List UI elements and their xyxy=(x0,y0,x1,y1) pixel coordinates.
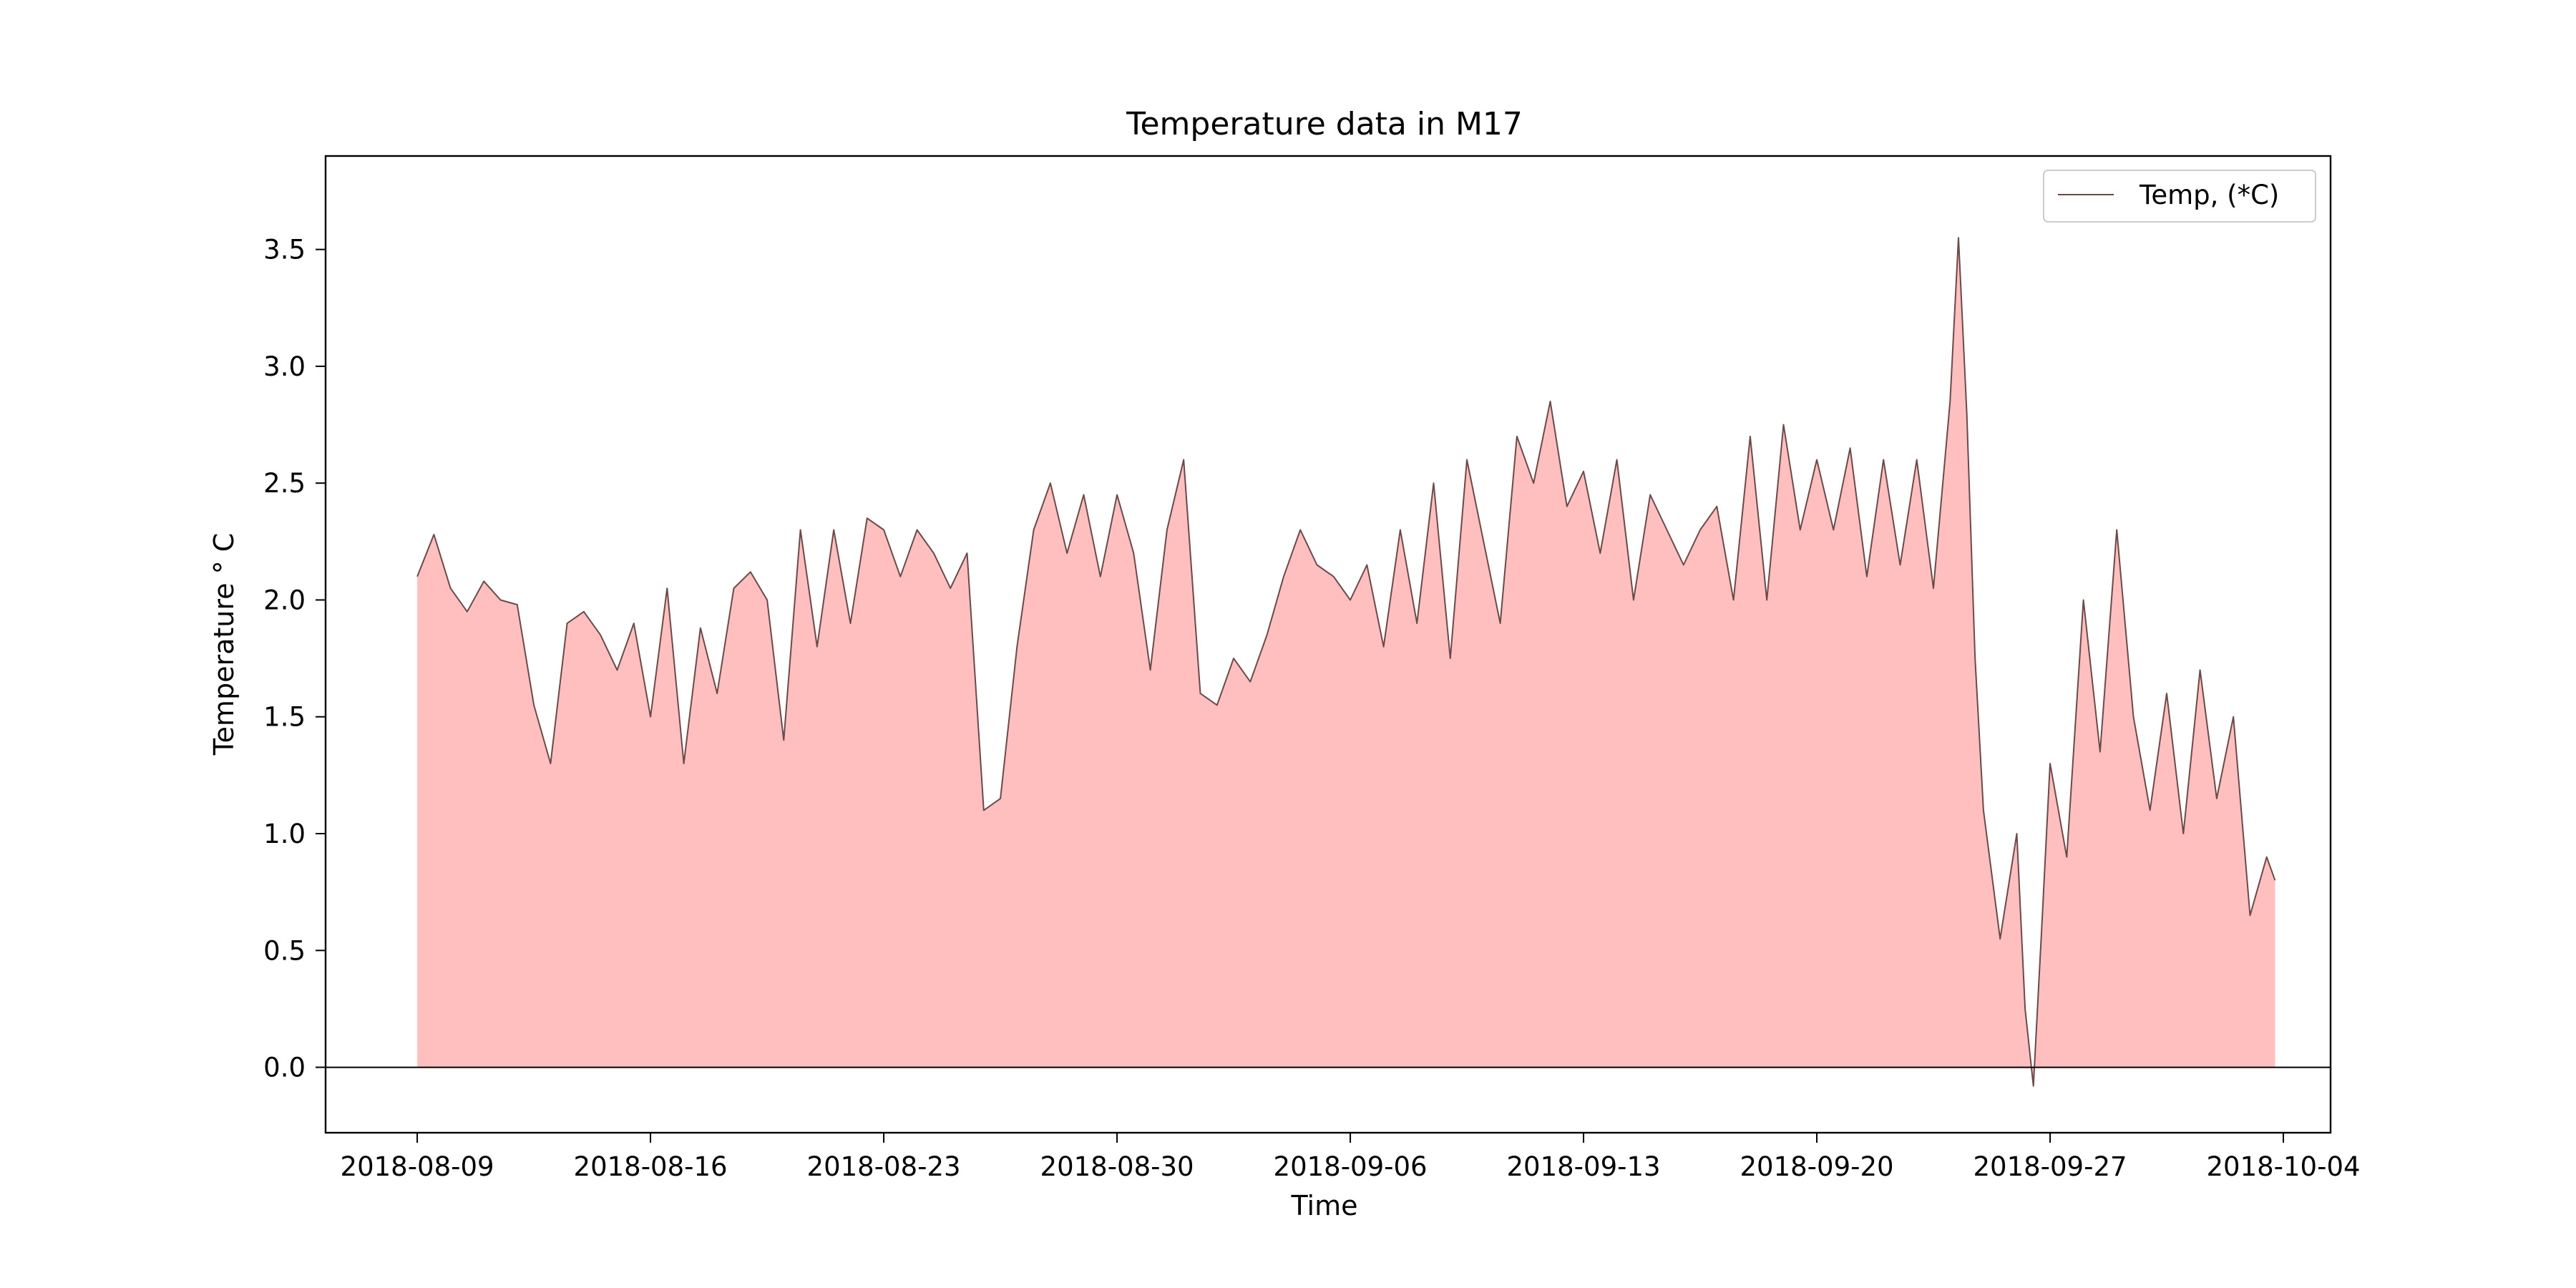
y-tick-label: 2.0 xyxy=(263,585,306,615)
x-tick-label: 2018-08-23 xyxy=(807,1151,961,1182)
x-tick-label: 2018-08-16 xyxy=(574,1151,728,1182)
y-tick-label: 1.5 xyxy=(263,702,306,733)
x-tick-label: 2018-10-04 xyxy=(2207,1151,2361,1182)
x-tick-label: 2018-08-09 xyxy=(341,1151,494,1182)
temperature-series-line xyxy=(416,237,2276,1087)
x-tick-label: 2018-09-27 xyxy=(1974,1151,2127,1182)
legend-entry-temp: Temp, (*C) xyxy=(2139,180,2279,210)
plot-area xyxy=(326,237,2331,1087)
plot-frame xyxy=(324,155,2332,1134)
chart-title: Temperature data in M17 xyxy=(1126,106,1523,142)
y-axis: 0.0 0.5 1.0 1.5 2.0 2.5 3.0 3.5 xyxy=(263,235,326,1083)
y-tick-label: 0.5 xyxy=(263,935,306,966)
x-tick-label: 2018-09-06 xyxy=(1274,1151,1428,1182)
x-axis: 2018-08-09 2018-08-16 2018-08-23 2018-08-30… xyxy=(341,1133,2361,1182)
legend-box xyxy=(2043,170,2316,223)
y-axis-label: Temperature ° C xyxy=(208,533,240,756)
x-tick-label: 2018-09-13 xyxy=(1507,1151,1661,1182)
x-tick-label: 2018-08-30 xyxy=(1040,1151,1194,1182)
x-axis-label: Time xyxy=(1291,1190,1358,1221)
legend: Temp, (*C) xyxy=(2043,170,2316,223)
y-tick-label: 0.0 xyxy=(263,1053,306,1083)
x-tick-label: 2018-09-20 xyxy=(1740,1151,1894,1182)
y-tick-label: 1.0 xyxy=(263,819,306,849)
y-tick-label: 3.5 xyxy=(263,235,306,265)
y-tick-label: 2.5 xyxy=(263,468,306,499)
temperature-area-fill xyxy=(417,238,2275,1086)
y-tick-label: 3.0 xyxy=(263,351,306,382)
